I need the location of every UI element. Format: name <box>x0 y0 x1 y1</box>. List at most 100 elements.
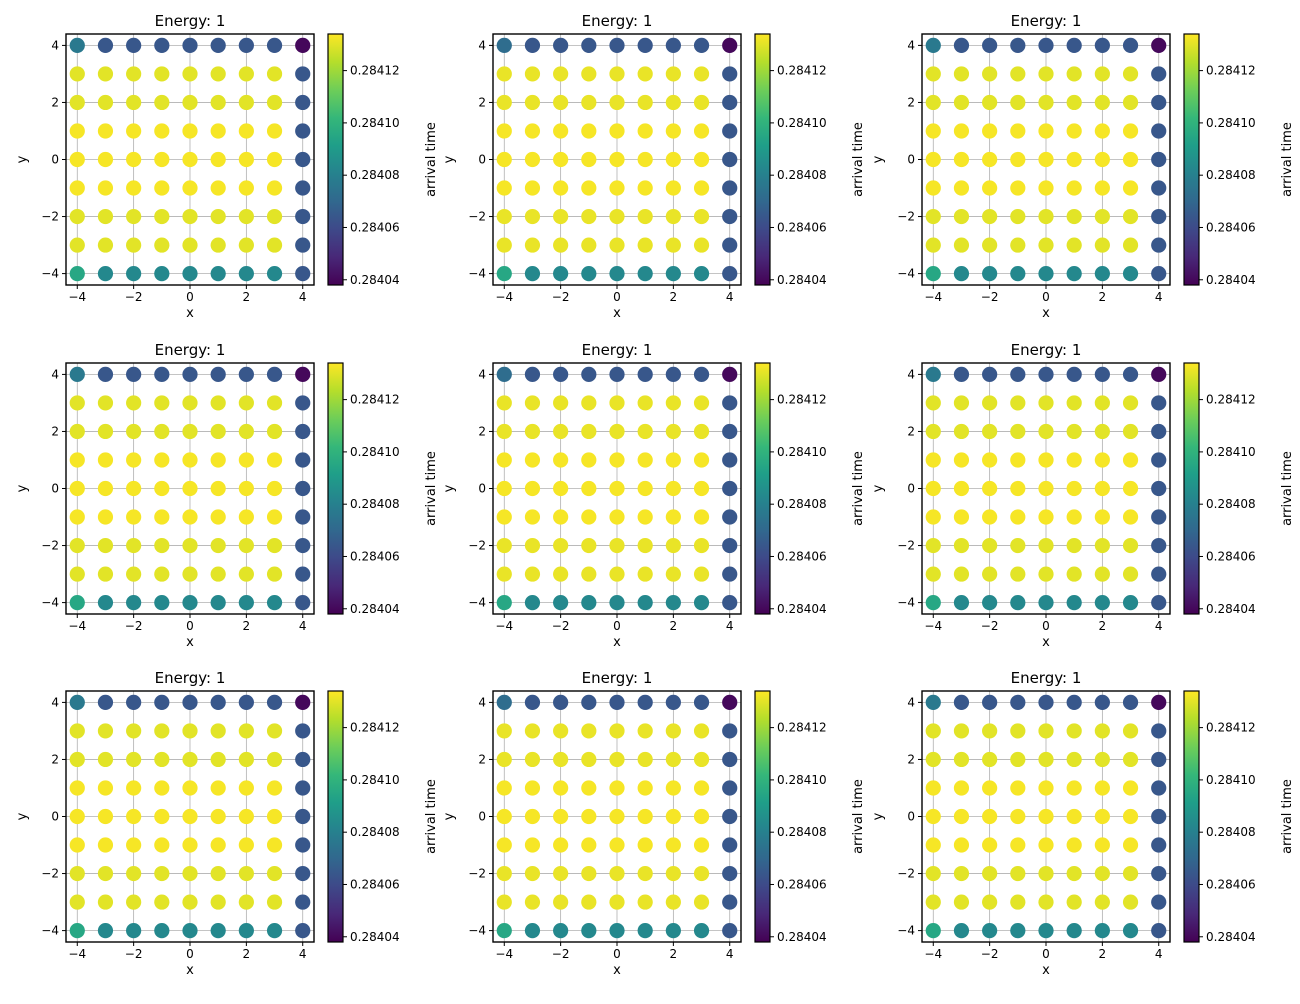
x-axis-label: x <box>1042 306 1050 321</box>
data-point <box>1038 894 1054 910</box>
y-tick-label: 4 <box>51 367 59 381</box>
data-point <box>609 509 625 525</box>
x-tick-label: 4 <box>1155 947 1163 961</box>
x-tick-label: 4 <box>726 290 734 304</box>
data-point <box>1151 537 1167 554</box>
data-point <box>982 237 998 253</box>
data-point <box>982 694 998 711</box>
data-point <box>295 180 311 196</box>
data-point <box>1010 480 1026 497</box>
data-point <box>609 395 625 411</box>
data-point <box>609 452 625 468</box>
data-point <box>553 265 569 282</box>
data-point <box>1151 208 1167 225</box>
data-point <box>925 808 941 825</box>
data-point <box>1010 537 1026 554</box>
data-point <box>1094 694 1110 711</box>
data-point <box>1010 94 1026 111</box>
data-point <box>982 94 998 111</box>
data-point <box>1094 751 1110 768</box>
data-point <box>609 894 625 910</box>
data-point <box>1010 208 1026 225</box>
data-point <box>722 37 738 54</box>
data-point <box>210 237 226 253</box>
data-point <box>693 509 710 525</box>
data-point <box>553 751 569 768</box>
data-point <box>953 366 970 383</box>
data-point <box>1038 780 1054 796</box>
data-point <box>266 922 283 939</box>
data-point <box>1066 395 1082 411</box>
colorbar-tick-label: 0.28404 <box>350 930 400 944</box>
data-point <box>238 751 254 768</box>
data-point <box>97 151 114 168</box>
x-tick-label: −4 <box>68 947 86 961</box>
data-point <box>609 208 625 225</box>
data-point <box>953 237 970 253</box>
y-tick-label: −4 <box>897 924 915 938</box>
data-point <box>496 751 512 768</box>
data-point <box>69 265 85 282</box>
data-point <box>665 509 681 525</box>
data-point <box>665 208 681 225</box>
data-point <box>210 922 226 939</box>
data-point <box>665 480 681 497</box>
data-point <box>609 780 625 796</box>
data-point <box>182 537 198 554</box>
data-point <box>637 808 653 825</box>
data-point <box>1094 395 1110 411</box>
data-point <box>1066 265 1082 282</box>
data-point <box>722 594 738 611</box>
data-point <box>553 894 569 910</box>
data-point <box>182 865 198 882</box>
x-tick-label: 4 <box>726 947 734 961</box>
data-point <box>69 694 85 711</box>
data-point <box>553 922 569 939</box>
data-point <box>182 480 198 497</box>
data-point <box>1122 395 1139 411</box>
data-point <box>581 751 597 768</box>
data-point <box>210 594 226 611</box>
data-point <box>637 751 653 768</box>
data-point <box>496 151 512 168</box>
data-point <box>1038 480 1054 497</box>
data-point <box>1122 94 1139 111</box>
data-point <box>524 66 541 82</box>
data-point <box>693 237 710 253</box>
data-point <box>581 566 597 582</box>
data-point <box>982 865 998 882</box>
data-point <box>238 837 254 853</box>
data-point <box>553 208 569 225</box>
data-point <box>722 537 738 554</box>
data-point <box>266 423 283 440</box>
data-point <box>637 151 653 168</box>
y-tick-label: 4 <box>51 38 59 52</box>
data-point <box>553 237 569 253</box>
y-tick-label: 2 <box>51 424 59 438</box>
data-point <box>97 94 114 111</box>
data-point <box>1038 694 1054 711</box>
data-point <box>925 723 941 739</box>
data-point <box>609 594 625 611</box>
data-point <box>1038 237 1054 253</box>
x-tick-label: 2 <box>243 947 251 961</box>
y-tick-label: 4 <box>907 367 915 381</box>
data-point <box>69 480 85 497</box>
data-point <box>953 66 970 82</box>
data-point <box>665 237 681 253</box>
y-tick-label: 0 <box>51 810 59 824</box>
chart-title: Energy: 1 <box>155 341 226 359</box>
data-point <box>524 537 541 554</box>
x-axis-label: x <box>613 306 621 321</box>
data-point <box>581 865 597 882</box>
x-tick-label: −4 <box>495 619 513 633</box>
data-point <box>637 723 653 739</box>
data-point <box>524 423 541 440</box>
data-point <box>295 123 311 139</box>
data-point <box>722 480 738 497</box>
data-point <box>496 94 512 111</box>
colorbar-label: arrival time <box>1280 451 1295 526</box>
data-point <box>1010 366 1026 383</box>
data-point <box>295 237 311 253</box>
data-point <box>126 480 142 497</box>
